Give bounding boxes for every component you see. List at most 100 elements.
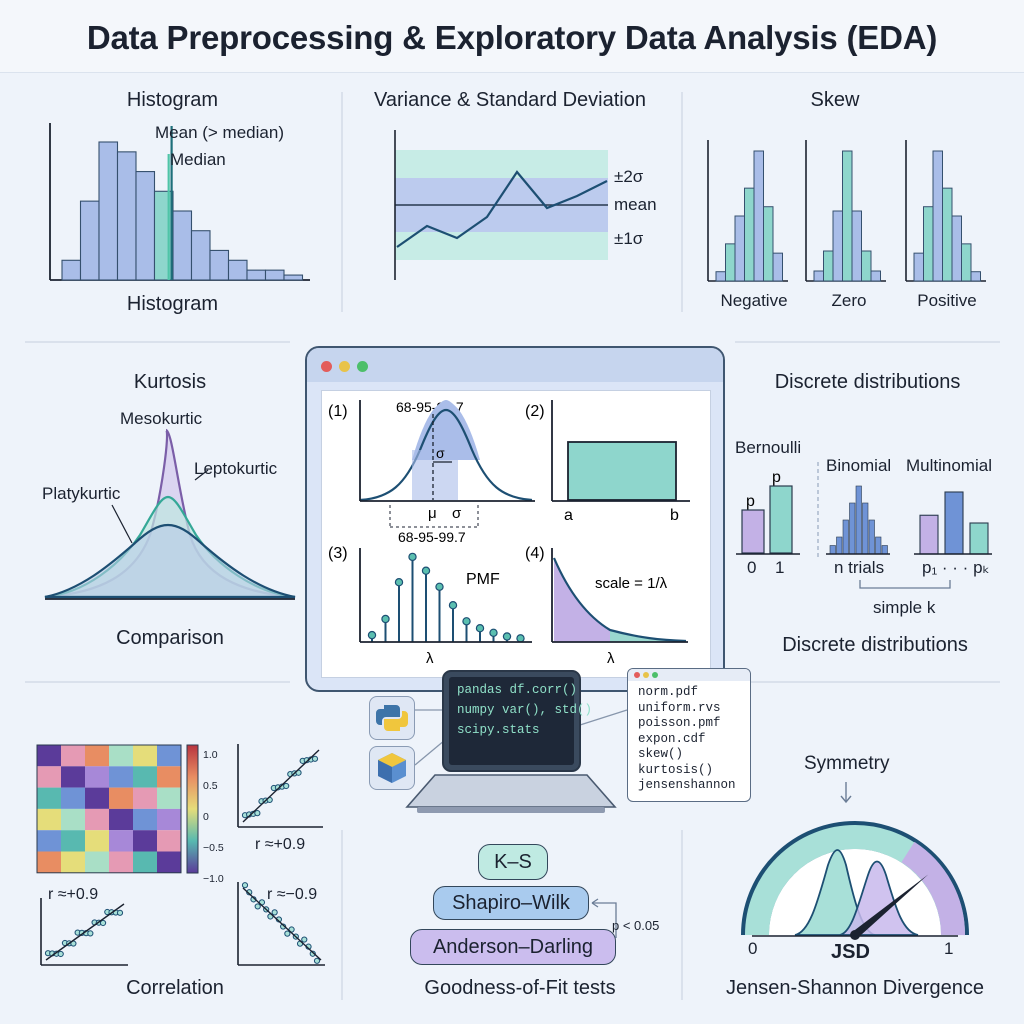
scatter-point (87, 930, 94, 937)
gof-footer: Goodness-of-Fit tests (424, 977, 616, 999)
heatmap-cell (85, 808, 109, 831)
pmf-point (435, 582, 444, 591)
shapiro-wilk-badge[interactable]: Shapiro–Wilk (433, 886, 589, 920)
laptop-illustration (405, 670, 628, 813)
heatmap-cell (37, 787, 61, 809)
discrete-charts: p p (736, 460, 992, 558)
minimize-dot-icon[interactable] (339, 361, 350, 372)
skew-bar (753, 150, 764, 282)
numpy-logo-tile (369, 746, 415, 790)
panel1-sigma: σ (452, 505, 462, 522)
bernoulli-x1: 1 (775, 558, 785, 577)
variance-chart (394, 130, 608, 280)
multinomial-bar (969, 522, 989, 555)
panel3-number: (3) (328, 545, 348, 562)
pmf-stems (367, 552, 525, 643)
skew-label-zero: Zero (831, 291, 867, 310)
popup-maximize-icon[interactable] (652, 672, 658, 678)
histogram-bar (190, 230, 211, 281)
panel4-scale: scale = 1/λ (595, 575, 668, 592)
heatmap-cell (37, 766, 61, 788)
pvalue-label: p < 0.05 (612, 918, 660, 933)
popup-line: skew() (638, 747, 684, 761)
simple-k-label: simple k (873, 598, 936, 617)
bernoulli-x0: 0 (747, 558, 757, 577)
scatter-point (301, 936, 308, 943)
heatmap-cell (133, 830, 157, 852)
histogram-bar (172, 210, 193, 281)
skew-bar (832, 210, 843, 282)
heatmap-cell (157, 830, 181, 852)
binomial-trials: n trials (834, 558, 885, 577)
histogram-bar (264, 269, 285, 281)
maximize-dot-icon[interactable] (357, 361, 368, 372)
heatmap-cell (109, 766, 133, 788)
r-negative-label: r ≈−0.9 (267, 886, 318, 903)
heatmap-cell (157, 787, 181, 809)
trend-line (242, 887, 322, 961)
panel4-lambda: λ (607, 650, 615, 667)
scatter-point (99, 919, 107, 927)
binomial-bar (875, 536, 882, 555)
popup-line: poisson.pmf (638, 716, 721, 730)
close-dot-icon[interactable] (321, 361, 332, 372)
skew-bar (951, 215, 962, 282)
histogram-bar (98, 141, 119, 281)
scatter-point (254, 810, 261, 817)
expon-fill-teal (610, 630, 686, 642)
expon-curve (552, 557, 687, 643)
scatter-point (313, 957, 321, 964)
heatmap-cell (157, 745, 181, 767)
heatmap-cell (85, 851, 109, 873)
colorbar-tick: 1.0 (203, 749, 218, 761)
heatmap-cell (109, 830, 133, 852)
binomial-bar (836, 536, 843, 555)
popup-line: kurtosis() (638, 762, 714, 777)
panel3-lambda: λ (426, 650, 434, 667)
popup-close-icon[interactable] (634, 672, 640, 678)
python-logo-tile (369, 696, 415, 740)
heatmap-cell (85, 745, 109, 767)
pmf-point (475, 623, 485, 633)
heatmap-cell (61, 830, 85, 852)
scatter-point (271, 909, 278, 916)
histogram-bar (246, 269, 267, 281)
panel1-bottom-label: 68-95-99.7 (398, 529, 466, 545)
jsd-footer: Jensen-Shannon Divergence (726, 977, 984, 999)
popup-line: expon.cdf (638, 731, 706, 746)
scatter-point (283, 782, 290, 790)
panel4-number: (4) (525, 545, 545, 562)
binomial-bar (849, 502, 856, 555)
popup-minimize-icon[interactable] (643, 672, 649, 678)
cube-icon (378, 753, 406, 783)
uniform-rect (567, 441, 677, 501)
discrete-heading: Discrete distributions (774, 371, 961, 393)
variance-label-1sigma: ±1σ (614, 229, 644, 248)
window-titlebar (307, 348, 723, 382)
scatter-point (116, 909, 124, 916)
panel2-a: a (564, 507, 573, 524)
anderson-darling-badge[interactable]: Anderson–Darling (410, 929, 616, 965)
heatmap-cell (157, 808, 181, 831)
trend-line (45, 903, 125, 961)
pmf-point (394, 577, 404, 587)
heatmap-cell (109, 851, 133, 873)
histogram-bar (153, 190, 174, 281)
r-positive-label: r ≈+0.9 (255, 836, 306, 853)
bernoulli-label: Bernoulli (735, 438, 802, 457)
pmf-point (448, 600, 458, 610)
heatmap-cell (133, 787, 157, 809)
bernoulli-bar-1 (769, 485, 793, 554)
colorbar-tick: 0 (203, 811, 209, 823)
variance-label-mean: mean (614, 195, 657, 214)
binomial-bar (855, 485, 862, 555)
scatter-point (311, 755, 319, 762)
ks-badge[interactable]: K–S (478, 844, 548, 880)
binomial-bar (829, 545, 836, 555)
heatmap-cell (133, 745, 157, 767)
series-line (396, 170, 608, 248)
histogram-bar (116, 151, 137, 281)
heatmap-cell (37, 830, 61, 852)
correlation-heatmap (36, 744, 182, 874)
